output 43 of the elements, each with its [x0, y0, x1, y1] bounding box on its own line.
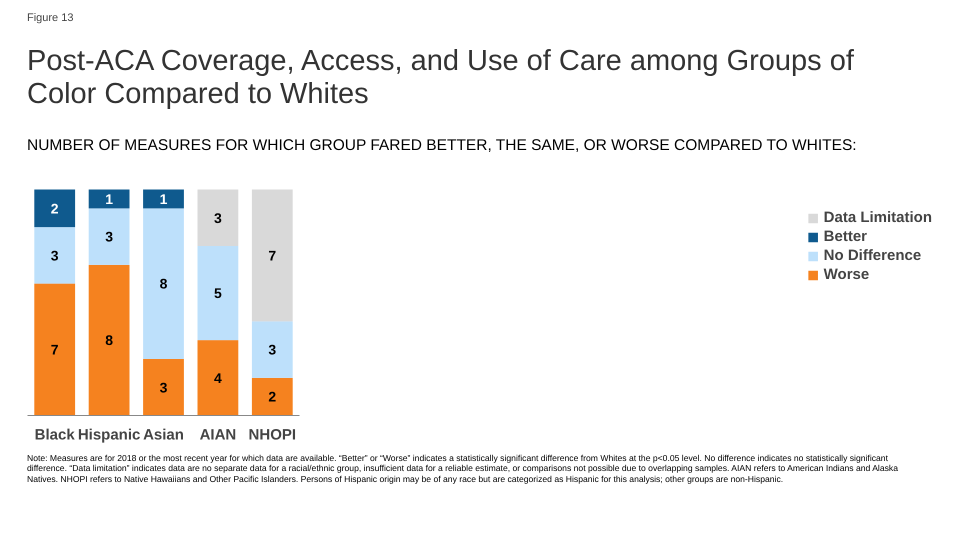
data-label: 2	[50, 200, 59, 216]
caption: Figure 13	[27, 11, 74, 26]
x-tick-label: Hispanic	[78, 426, 140, 444]
data-label: 1	[105, 190, 114, 207]
data-label: 3	[50, 247, 59, 264]
bar	[34, 227, 76, 284]
data-label: 1	[160, 190, 168, 207]
bar	[88, 264, 130, 416]
bar	[143, 208, 184, 359]
data-label: 2	[268, 388, 276, 405]
text: Post-ACA Coverage, Access, and Use of Care among Groups of Color Compared to Whites	[27, 45, 855, 112]
x-tick-label: Black	[34, 426, 76, 444]
bar	[88, 208, 130, 265]
text: NUMBER OF MEASURES FOR WHICH GROUP FARED BETTER, THE SAME, OR WORSE COMPARED TO WHITES:	[27, 137, 857, 156]
bar	[143, 359, 184, 416]
x-tick-label: NHOPI	[248, 426, 296, 444]
legend-label: No Difference	[824, 247, 922, 264]
bar	[34, 284, 76, 416]
x-tick-label: Asian	[143, 426, 184, 444]
legend-label: Better	[824, 228, 868, 245]
bar	[143, 190, 184, 208]
data-label: 8	[105, 332, 114, 348]
bar	[88, 190, 130, 208]
data-label: 7	[268, 247, 276, 264]
data-label: 3	[268, 342, 276, 358]
bar	[198, 190, 238, 246]
data-label: 3	[160, 379, 168, 396]
data-label: 5	[214, 285, 222, 302]
x-tick-label: AIAN	[200, 426, 236, 444]
legend-label: Data Limitation	[824, 209, 932, 226]
data-label: 7	[50, 342, 59, 358]
data-label: 3	[105, 228, 114, 245]
bar	[252, 321, 293, 378]
data-label: 4	[214, 370, 222, 386]
legend-label: Worse	[824, 266, 870, 283]
data-label: 3	[214, 210, 222, 226]
bar	[252, 190, 293, 322]
data-label: 8	[160, 276, 168, 292]
bar	[252, 378, 293, 416]
bar	[198, 340, 238, 416]
bar	[34, 190, 76, 228]
bar	[198, 246, 238, 340]
text: Note: Measures are for 2018 or the most recent year for which data are available. “Better” or “Worse” indicates a statistically significant difference from Whites at the p<0.05 level. No difference indicates no statistically significant difference. “Data limitation” indicates data are no separate data for a racial/ethnic group, insufficient data for a reliable estimate, or comparisons not possible due to overlapping samples. AIAN refers to American Indians and Alaska Natives. NHOPI refers to Native Hawaiians and Other Pacific Islanders. Persons of Hispanic origin may be of any race but are categorized as Hispanic for this analysis; other groups are non-Hispanic.	[27, 453, 899, 484]
